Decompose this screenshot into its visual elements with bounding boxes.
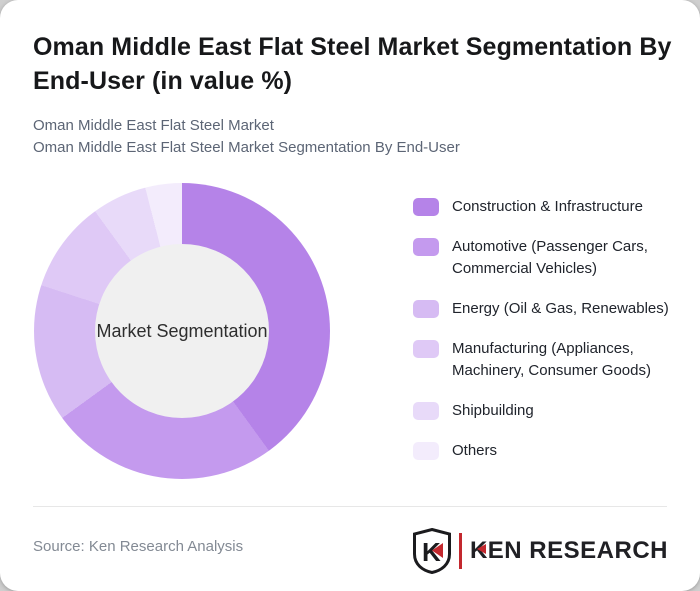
- chart-subtitles: Oman Middle East Flat Steel Market Oman …: [33, 115, 673, 159]
- legend-swatch: [413, 402, 439, 420]
- legend-swatch: [413, 442, 439, 460]
- source-note: Source: Ken Research Analysis: [33, 538, 244, 555]
- shield-k-icon: K: [412, 528, 451, 574]
- page-title: Oman Middle East Flat Steel Market Segme…: [33, 33, 672, 95]
- donut-center: Market Segmentation: [95, 244, 269, 418]
- legend-item[interactable]: Construction & Infrastructure: [413, 196, 669, 218]
- legend-item[interactable]: Others: [413, 440, 669, 462]
- logo-divider-bar: [458, 533, 462, 569]
- donut-center-label: Market Segmentation: [96, 320, 268, 341]
- legend-swatch: [413, 340, 439, 358]
- legend-label: Others: [452, 442, 498, 459]
- subtitle-segmentation: Oman Middle East Flat Steel Market Segme…: [33, 139, 460, 156]
- legend-swatch: [413, 238, 439, 256]
- legend-label: Shipbuilding: [452, 402, 534, 419]
- logo-wordmark: KEN RESEARCH: [469, 537, 668, 564]
- svg-text:K: K: [422, 537, 441, 567]
- legend-swatch: [413, 300, 439, 318]
- legend-item[interactable]: Manufacturing (Appliances, Machinery, Co…: [413, 338, 669, 382]
- legend-label: Construction & Infrastructure: [452, 198, 643, 215]
- legend: Construction & Infrastructure Automotive …: [413, 196, 669, 462]
- footer-divider: [33, 506, 667, 507]
- legend-swatch: [413, 198, 439, 216]
- logo-k-arrow-icon: [476, 544, 486, 554]
- legend-item[interactable]: Energy (Oil & Gas, Renewables): [413, 298, 669, 320]
- legend-item[interactable]: Automotive (Passenger Cars, Commercial V…: [413, 236, 669, 280]
- legend-label: Automotive (Passenger Cars, Commercial V…: [452, 238, 648, 277]
- legend-item[interactable]: Shipbuilding: [413, 400, 669, 422]
- ken-research-logo: K KEN RESEARCH: [412, 527, 668, 575]
- subtitle-market: Oman Middle East Flat Steel Market: [33, 117, 274, 134]
- legend-label: Energy (Oil & Gas, Renewables): [452, 300, 669, 317]
- legend-label: Manufacturing (Appliances, Machinery, Co…: [452, 340, 651, 379]
